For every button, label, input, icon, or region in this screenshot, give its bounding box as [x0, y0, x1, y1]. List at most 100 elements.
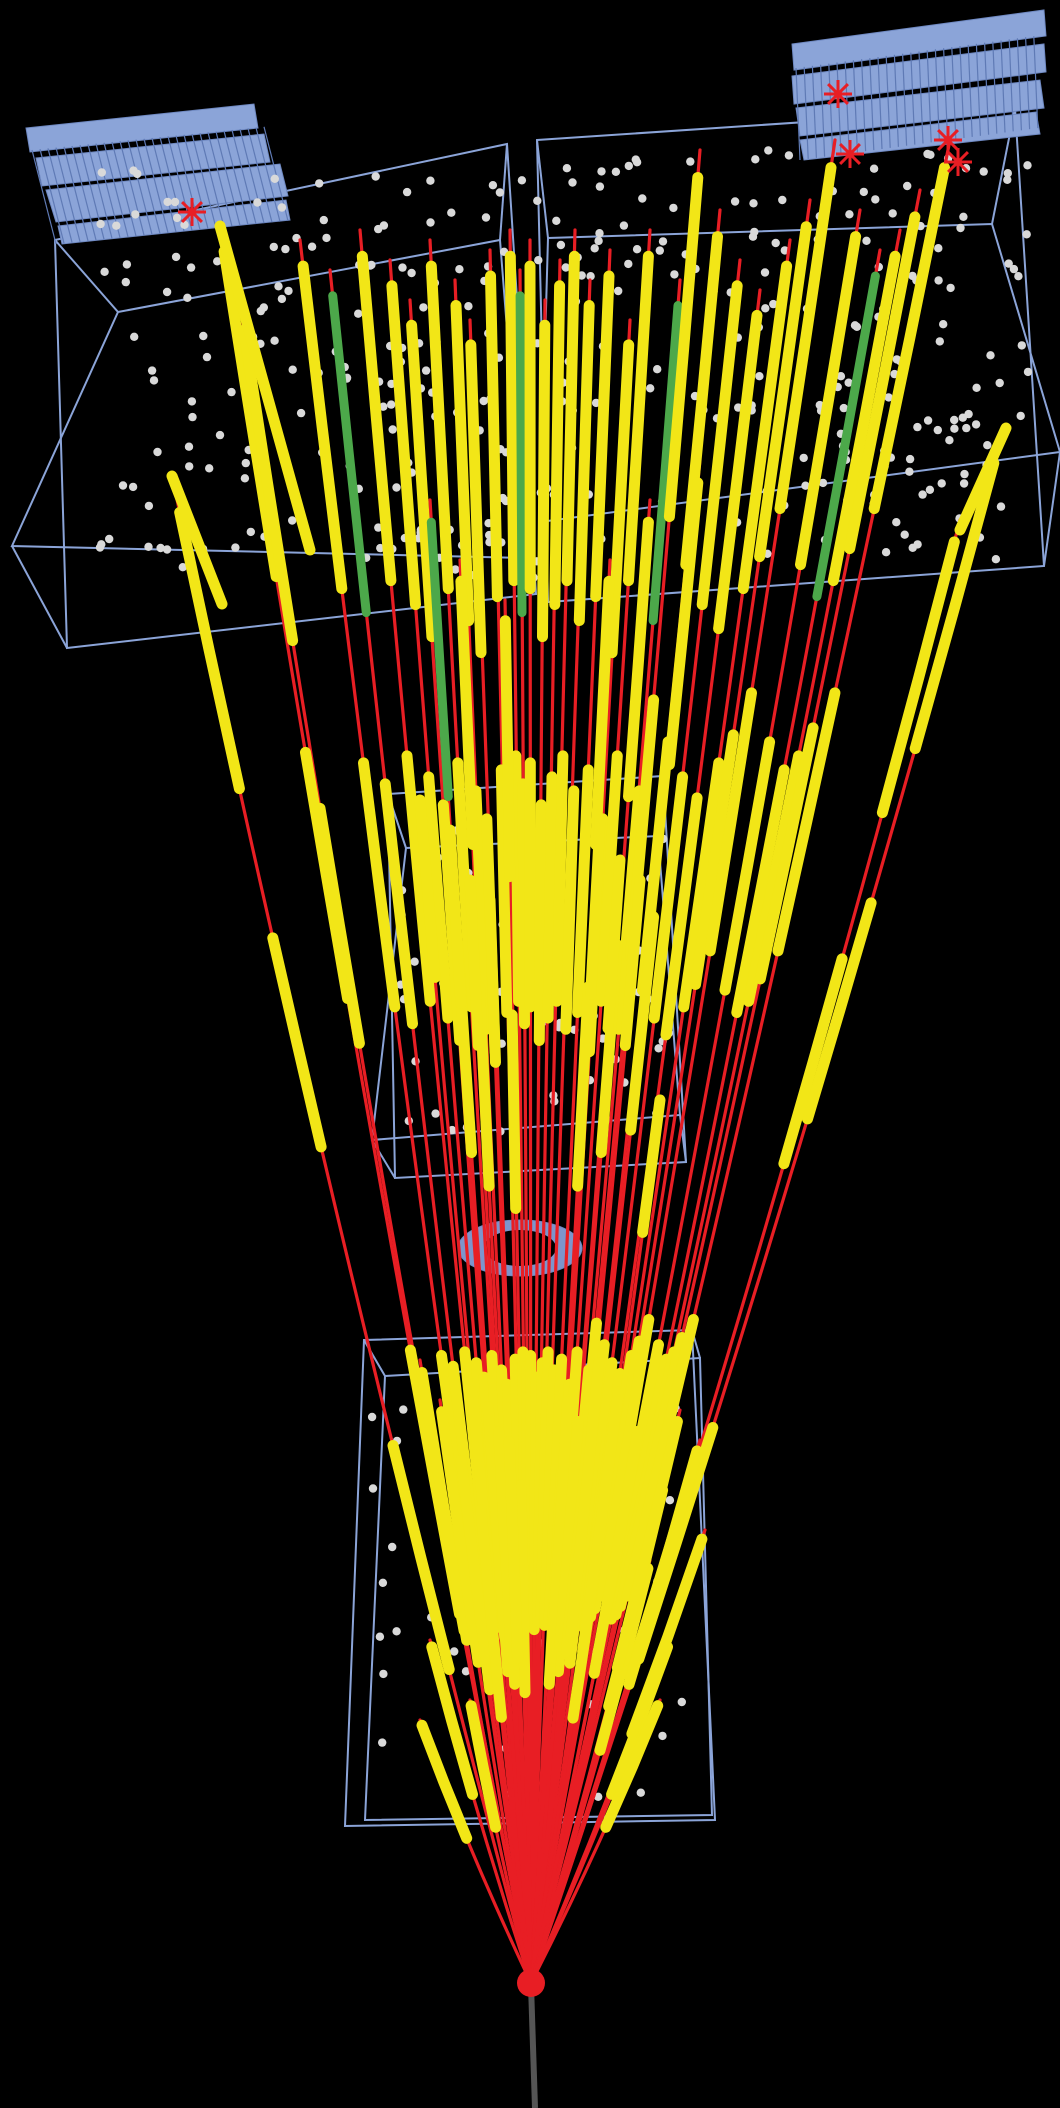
hit	[231, 543, 240, 552]
hit-segment	[444, 824, 467, 1009]
hit	[844, 378, 853, 387]
hit	[112, 221, 121, 230]
hit	[431, 1109, 440, 1118]
hit	[371, 172, 380, 181]
hit	[594, 236, 603, 246]
hit	[269, 242, 278, 252]
hit-segment	[401, 750, 436, 1007]
star-marker	[944, 148, 972, 176]
hit-segment	[414, 794, 441, 983]
hit	[455, 265, 464, 274]
hit	[407, 268, 416, 278]
hit	[387, 400, 396, 409]
hit-segment	[713, 309, 763, 635]
hit-segment	[795, 231, 862, 571]
star-markers	[178, 80, 972, 226]
hit	[971, 420, 981, 429]
hit	[288, 516, 297, 525]
hit-segment	[844, 211, 921, 555]
hit	[121, 277, 130, 287]
hit-segment	[611, 1416, 683, 1674]
hit	[97, 168, 107, 177]
hit	[991, 555, 1001, 564]
hit-segment	[754, 722, 819, 985]
hit	[319, 215, 328, 225]
hit-segment	[588, 1425, 644, 1679]
hit	[632, 245, 642, 254]
hit	[281, 244, 290, 254]
star-marker	[934, 126, 962, 154]
hit-segment	[464, 874, 484, 1051]
hit	[1023, 161, 1032, 170]
hit	[464, 302, 473, 311]
hit	[939, 320, 948, 329]
hit	[730, 197, 740, 206]
hit	[755, 372, 764, 381]
hit-segment	[663, 172, 704, 523]
hit	[1023, 367, 1033, 377]
hit	[908, 543, 917, 552]
hit-segment	[606, 339, 635, 659]
hit	[410, 957, 419, 966]
hit-segment	[623, 250, 654, 587]
hit-segment	[356, 250, 397, 587]
hit	[131, 210, 140, 219]
hit	[379, 402, 388, 411]
hit-segment	[827, 250, 901, 587]
hit	[1014, 272, 1023, 281]
hit-segment	[533, 799, 547, 1046]
hit-segment	[267, 932, 327, 1153]
hit-segment	[595, 1314, 655, 1602]
hit	[186, 263, 196, 272]
hit	[277, 294, 287, 304]
hit	[818, 478, 828, 488]
hit	[956, 223, 965, 233]
hit	[398, 263, 407, 272]
hit	[153, 447, 162, 457]
hit-segment	[214, 220, 316, 556]
hit	[419, 303, 428, 312]
hit	[241, 458, 250, 468]
hit-segment	[406, 319, 438, 643]
hit-segment	[493, 1426, 517, 1658]
hit-segment	[358, 757, 401, 1013]
hit	[533, 196, 542, 205]
hit-segment	[626, 1533, 708, 1740]
hit	[568, 178, 577, 187]
hit	[658, 237, 668, 246]
hit	[133, 169, 142, 179]
hit	[918, 490, 927, 499]
hit-segment	[517, 778, 530, 1030]
hit	[764, 146, 773, 155]
hit	[960, 469, 969, 479]
hit	[517, 176, 527, 185]
hit	[368, 1484, 378, 1493]
hit	[188, 412, 197, 422]
hit-segment	[387, 1440, 455, 1675]
hit	[552, 216, 561, 225]
hit	[1003, 175, 1012, 184]
hit	[761, 304, 770, 313]
hit-segment	[623, 516, 654, 803]
hit-segment	[450, 300, 475, 627]
hit	[240, 474, 250, 483]
hit-segment	[585, 814, 606, 1000]
hit	[288, 365, 297, 374]
hit-segment	[678, 757, 725, 1013]
hit	[923, 416, 933, 425]
hit	[871, 195, 880, 204]
hit	[450, 1647, 459, 1656]
hit	[945, 436, 954, 445]
hit-segment	[731, 764, 790, 1018]
hit	[769, 299, 778, 309]
hit-segment	[416, 1719, 473, 1844]
hit	[646, 384, 655, 393]
secondary-segment	[426, 517, 453, 802]
hit	[118, 481, 128, 490]
hit	[144, 501, 154, 511]
hit	[979, 167, 988, 176]
chamber-array-right	[791, 9, 1047, 161]
hit	[638, 194, 647, 203]
hit	[959, 479, 969, 488]
